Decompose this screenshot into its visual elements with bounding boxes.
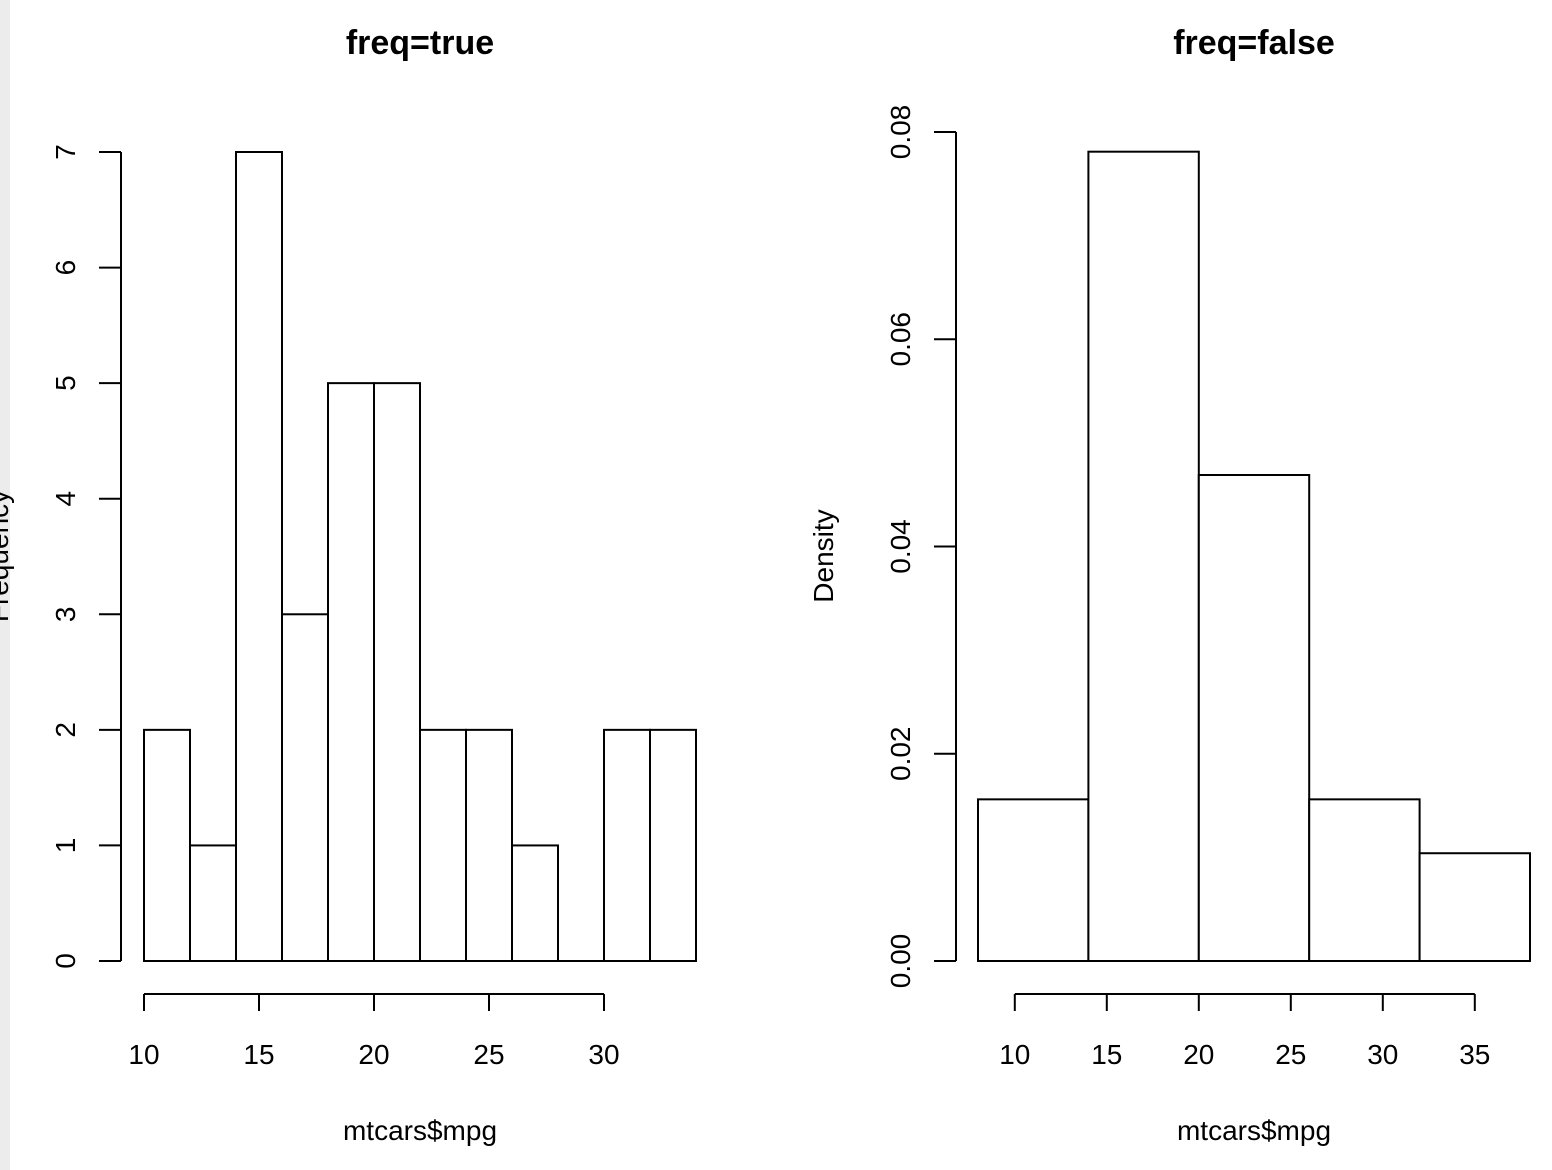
y-tick-label: 0.00 [885,934,916,989]
y-tick-label: 2 [50,722,81,738]
histogram-bar [1087,150,1200,963]
x-tick-label: 25 [1275,1039,1306,1070]
y-axis-label: Frequency [0,490,14,622]
histogram-bar [419,728,467,962]
y-axis-label: Density [808,509,839,602]
y-axis: 0 1 2 3 4 5 6 7 [50,144,122,969]
x-axis: 10 15 20 25 30 35 [999,993,1490,1070]
histogram-bar [1308,798,1421,962]
histogram-density-panel: freq=false mtcars$mpg Density 10 15 20 25 30… [808,24,1531,1146]
x-axis: 10 15 20 25 30 [128,993,620,1070]
x-tick-label: 20 [358,1039,389,1070]
histogram-bar [1197,473,1311,962]
histogram-bar [189,844,237,963]
histogram-bar [143,728,191,962]
x-axis-label: mtcars$mpg [343,1115,497,1146]
histogram-bar [603,728,651,962]
histogram-bar [465,728,513,962]
x-tick-label: 10 [128,1039,159,1070]
bars [143,151,697,963]
y-tick-label: 0.02 [885,727,916,782]
y-tick-label: 3 [50,606,81,622]
histogram-bar [511,844,559,963]
y-tick-label: 0.08 [885,105,916,160]
x-tick-label: 15 [1091,1039,1122,1070]
y-tick-label: 4 [50,491,81,507]
y-tick-label: 6 [50,260,81,276]
y-tick-label: 0 [50,953,81,969]
y-tick-label: 1 [50,838,81,854]
histogram-bar [977,798,1090,962]
chart-title: freq=false [1173,24,1335,62]
histogram-bar [1418,852,1531,962]
x-tick-label: 20 [1183,1039,1214,1070]
chart-title: freq=true [346,24,494,62]
x-tick-label: 15 [243,1039,274,1070]
histogram-frequency-panel: freq=true mtcars$mpg Frequency 10 15 20 25 3… [0,24,697,1146]
histogram-bar [649,728,697,962]
x-tick-label: 10 [999,1039,1030,1070]
y-tick-label: 7 [50,144,81,160]
y-tick-label: 0.04 [885,519,916,574]
x-tick-label: 30 [1367,1039,1398,1070]
x-axis-label: mtcars$mpg [1177,1115,1331,1146]
histogram-bar [281,613,329,962]
y-tick-label: 5 [50,375,81,391]
y-tick-label: 0.06 [885,312,916,367]
x-tick-label: 35 [1459,1039,1490,1070]
histogram-bar [373,382,421,962]
y-axis: 0.00 0.02 0.04 0.06 0.08 [885,105,957,989]
window-edge [0,0,10,1170]
histogram-bar [235,151,283,962]
histogram-bar [327,382,375,962]
x-tick-label: 30 [588,1039,619,1070]
x-tick-label: 25 [473,1039,504,1070]
bars [977,150,1531,963]
